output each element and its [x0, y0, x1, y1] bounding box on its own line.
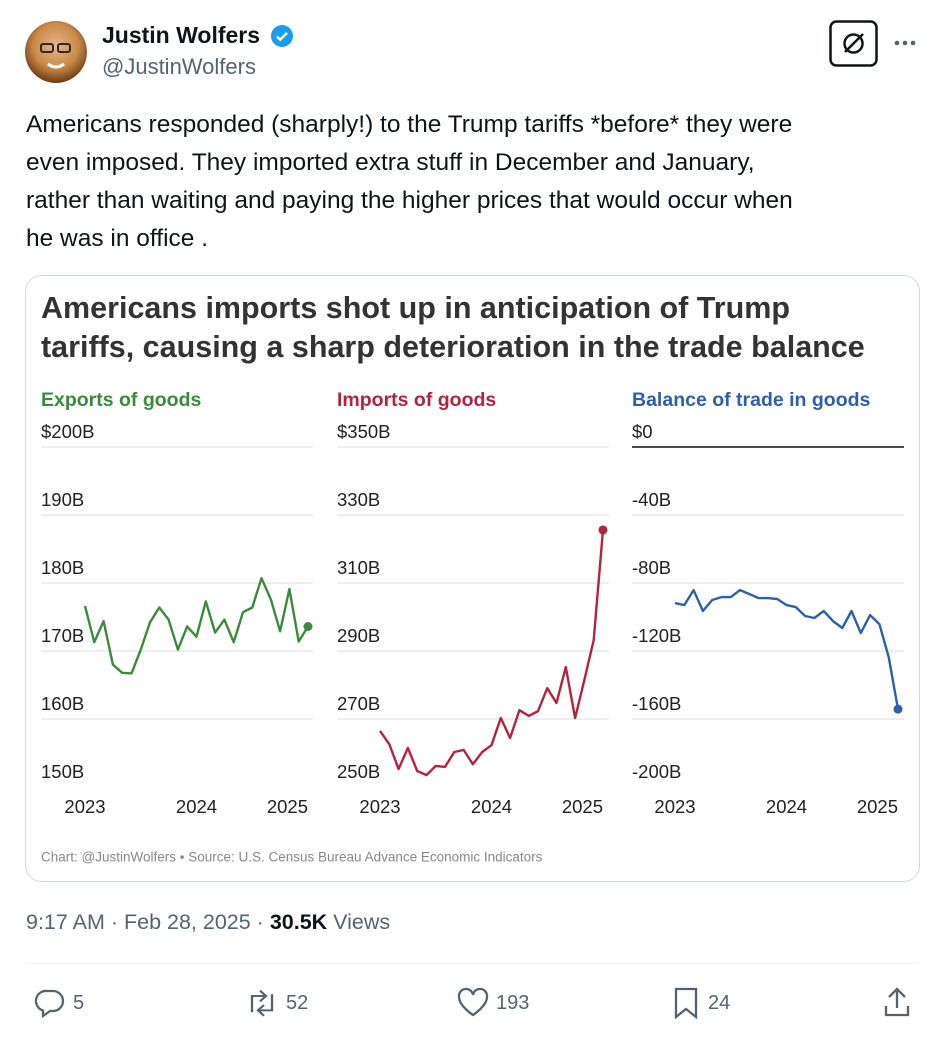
y-tick-label: 190B [41, 489, 84, 510]
y-tick-label: 250B [337, 761, 380, 782]
y-tick-label: -160B [632, 693, 681, 714]
text-line: he was in office . [26, 225, 209, 252]
chart-title: Americans imports shot up in anticipatio… [41, 291, 790, 325]
x-tick-label: 2024 [176, 796, 217, 817]
end-point [598, 525, 608, 535]
timestamp[interactable]: 9:17 AM · Feb 28, 2025 · [26, 910, 270, 934]
panel-title: Exports of goods [41, 389, 201, 411]
verified-badge [271, 25, 293, 47]
y-tick-label: -40B [632, 489, 671, 510]
text-line: rather than waiting and paying the highe… [26, 187, 793, 214]
panel-title: Imports of goods [337, 389, 496, 411]
data-line [674, 588, 900, 710]
x-tick-label: 2024 [766, 796, 807, 817]
share-icon[interactable] [882, 986, 912, 1018]
x-tick-label: 2024 [471, 796, 512, 817]
y-tick-label: -200B [632, 761, 681, 782]
more-button[interactable] [893, 37, 919, 49]
y-tick-label: 170B [41, 625, 84, 646]
bookmark-count: 24 [708, 992, 731, 1014]
avatar[interactable] [24, 20, 88, 84]
reply-icon[interactable] [34, 987, 66, 1019]
views-count: 30.5K [269, 910, 328, 934]
x-tick-label: 2025 [857, 796, 898, 817]
repost-count: 52 [286, 992, 309, 1014]
y-tick-label: 310B [337, 557, 380, 578]
x-tick-label: 2023 [359, 796, 400, 817]
y-tick-label: $350B [337, 421, 391, 442]
x-tick-label: 2025 [562, 796, 603, 817]
y-tick-label: 150B [41, 761, 84, 782]
text-line: even imposed. They imported extra stuff … [26, 149, 755, 176]
data-line [83, 577, 310, 675]
panel-title: Balance of trade in goods [632, 389, 871, 411]
y-tick-label: 290B [337, 625, 380, 646]
y-tick-label: $0 [632, 421, 653, 442]
x-tick-label: 2025 [267, 796, 308, 817]
y-tick-label: 160B [41, 693, 84, 714]
timestamp-row: 9:17 AM · Feb 28, 2025 · 30.5K Views [26, 910, 390, 935]
like-icon[interactable] [456, 987, 490, 1019]
text-line: Americans responded (sharply!) to the Tr… [26, 111, 793, 138]
y-tick-label: -80B [632, 557, 671, 578]
grok-button[interactable] [829, 20, 879, 68]
tweet-text: Americans responded (sharply!) to the Tr… [26, 106, 793, 258]
chart-source: Chart: @JustinWolfers • Source: U.S. Cen… [41, 850, 543, 865]
y-tick-label: $200B [41, 421, 95, 442]
y-tick-label: 330B [337, 489, 380, 510]
x-tick-label: 2023 [64, 796, 105, 817]
x-tick-label: 2023 [654, 796, 695, 817]
repost-icon[interactable] [244, 987, 280, 1019]
bookmark-icon[interactable] [672, 986, 700, 1020]
author-handle[interactable]: @JustinWolfers [102, 54, 256, 79]
end-point [893, 704, 903, 714]
chart-card[interactable]: Americans imports shot up in anticipatio… [25, 275, 920, 882]
reply-count: 5 [73, 992, 85, 1014]
y-tick-label: 180B [41, 557, 84, 578]
views-label: Views [333, 910, 391, 934]
like-count: 193 [496, 992, 530, 1014]
y-tick-label: 270B [337, 693, 380, 714]
chart-title: tariffs, causing a sharp deterioration i… [41, 330, 865, 364]
data-line [379, 529, 605, 777]
divider [26, 963, 919, 964]
author-name[interactable]: Justin Wolfers [102, 22, 261, 48]
end-point [303, 622, 313, 632]
y-tick-label: -120B [632, 625, 681, 646]
